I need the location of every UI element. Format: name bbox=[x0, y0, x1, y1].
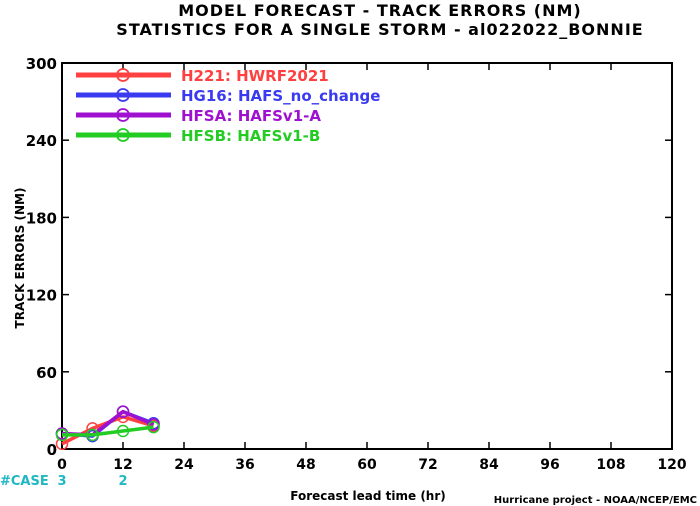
y-tick-label: 240 bbox=[26, 132, 57, 150]
x-tick-label: 108 bbox=[596, 457, 625, 473]
credit-text: Hurricane project - NOAA/NCEP/EMC bbox=[494, 495, 697, 506]
x-tick-label: 48 bbox=[296, 457, 315, 473]
legend-label-1: HG16: HAFS_no_change bbox=[181, 87, 380, 105]
x-tick-label: 36 bbox=[235, 457, 254, 473]
x-tick-label: 72 bbox=[418, 457, 437, 473]
legend-marker-2 bbox=[116, 108, 130, 122]
y-tick-label: 180 bbox=[26, 209, 57, 227]
series-3-point bbox=[147, 420, 160, 434]
legend-label-2: HFSA: HAFSv1-A bbox=[181, 107, 321, 125]
legend-marker-3 bbox=[116, 128, 130, 142]
x-tick-label: 0 bbox=[57, 457, 67, 473]
x-tick-label: 24 bbox=[174, 457, 194, 473]
x-tick-label: 96 bbox=[540, 457, 559, 473]
series-2-point bbox=[116, 405, 130, 418]
plot-area: 0 60 120 180 240 300 0 12 24 36 48 60 72 84 96 108 120 H2… bbox=[26, 55, 687, 489]
series-3-point bbox=[116, 424, 130, 438]
x-tick-label: 120 bbox=[657, 457, 686, 473]
case-count: 2 bbox=[118, 474, 127, 489]
legend-marker-0 bbox=[116, 68, 130, 82]
y-tick-label: 60 bbox=[36, 364, 57, 382]
legend-label-0: H221: HWRF2021 bbox=[181, 67, 329, 85]
plot-frame bbox=[61, 62, 673, 450]
y-tick-label: 0 bbox=[47, 441, 57, 459]
case-count: 3 bbox=[57, 474, 66, 489]
x-axis-label: Forecast lead time (hr) bbox=[290, 489, 446, 503]
x-tick-label: 84 bbox=[479, 457, 499, 473]
legend-marker-1 bbox=[116, 88, 130, 102]
chart-subtitle: STATISTICS FOR A SINGLE STORM - al022022… bbox=[116, 20, 643, 39]
chart-title: MODEL FORECAST - TRACK ERRORS (NM) bbox=[178, 1, 581, 20]
series-3-point bbox=[55, 428, 69, 442]
y-axis-label: TRACK ERRORS (NM) bbox=[13, 188, 27, 329]
y-tick-label: 120 bbox=[26, 287, 57, 305]
case-label: #CASE bbox=[0, 474, 49, 489]
y-tick-label: 300 bbox=[26, 55, 57, 73]
series-line-3 bbox=[62, 425, 154, 437]
x-tick-label: 12 bbox=[113, 457, 132, 473]
x-tick-label: 60 bbox=[357, 457, 377, 473]
series-3-point bbox=[86, 428, 99, 442]
legend-label-3: HFSB: HAFSv1-B bbox=[181, 127, 320, 145]
